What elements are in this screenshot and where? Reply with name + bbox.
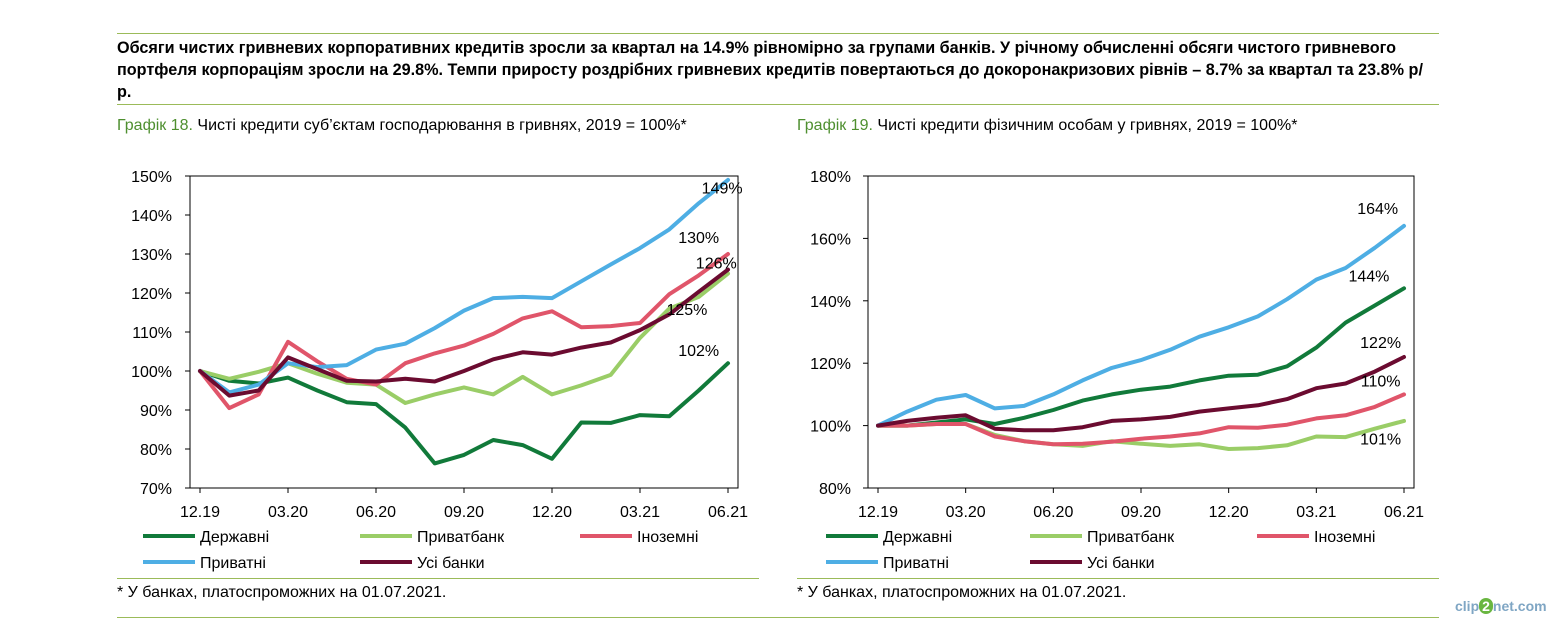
chart-18-title-text: Чисті кредити суб’єктам господарювання в… [192, 117, 687, 134]
series-line-Приватні [876, 223, 1406, 428]
chart-19-title-text: Чисті кредити фізичним особам у гривнях,… [872, 117, 1298, 134]
legend-label: Приватбанк [1087, 529, 1175, 546]
legend-label: Приватні [883, 555, 949, 572]
x-tick-label: 03.20 [268, 504, 308, 521]
y-tick-label: 140% [810, 294, 851, 311]
x-tick-label: 06.20 [356, 504, 396, 521]
chart-18-title-number: Графік 18. [117, 117, 193, 134]
x-tick-label: 03.20 [946, 504, 986, 521]
end-label: 110% [1361, 374, 1401, 391]
headline: Обсяги чистих гривневих корпоративних кр… [117, 39, 1423, 101]
legend-label: Іноземні [1314, 529, 1375, 546]
y-tick-label: 80% [140, 442, 172, 459]
watermark-logo: clip 2 net.com [1455, 598, 1547, 614]
y-tick-label: 150% [131, 169, 172, 186]
end-label: 102% [678, 343, 719, 360]
chart-19-title-number: Графік 19. [797, 117, 873, 134]
x-tick-label: 03.21 [1296, 504, 1336, 521]
legend-label: Приватбанк [417, 529, 505, 546]
end-label: 101% [1360, 431, 1401, 448]
end-label: 126% [696, 255, 737, 272]
x-tick-label: 06.20 [1033, 504, 1073, 521]
end-label: 122% [1360, 335, 1401, 352]
chart-18-title: Графік 18. Чисті кредити суб’єктам госпо… [117, 115, 737, 136]
watermark-post: net.com [1492, 598, 1547, 614]
y-tick-label: 100% [810, 419, 851, 436]
end-label: 130% [678, 230, 719, 247]
watermark-mid: 2 [1479, 598, 1493, 614]
x-tick-label: 12.19 [180, 504, 220, 521]
legend-label: Державні [200, 529, 269, 546]
y-tick-label: 80% [819, 481, 851, 498]
headline-rule [117, 104, 1439, 105]
x-tick-label: 06.21 [1384, 504, 1424, 521]
watermark-pre: clip [1455, 598, 1480, 614]
end-label: 164% [1357, 201, 1398, 218]
y-tick-label: 100% [131, 364, 172, 381]
y-tick-label: 160% [810, 231, 851, 248]
x-tick-label: 06.21 [708, 504, 748, 521]
bottom-rule [117, 617, 1439, 618]
series-line-Іноземні [198, 252, 730, 411]
y-tick-label: 120% [131, 286, 172, 303]
x-tick-label: 09.20 [444, 504, 484, 521]
series-line-Державні [876, 286, 1406, 428]
series-line-Іноземні [876, 392, 1406, 447]
y-tick-label: 140% [131, 208, 172, 225]
x-tick-label: 12.20 [532, 504, 572, 521]
y-tick-label: 130% [131, 247, 172, 264]
legend-label: Усі банки [417, 555, 485, 572]
chart-19-footnote: * У банках, платоспроможних на 01.07.202… [797, 584, 1127, 601]
legend-label: Державні [883, 529, 952, 546]
end-label: 125% [666, 302, 707, 319]
end-label: 149% [702, 181, 743, 198]
legend-label: Приватні [200, 555, 266, 572]
x-tick-label: 12.20 [1209, 504, 1249, 521]
y-tick-label: 120% [810, 356, 851, 373]
series-line-Усі банки [876, 355, 1406, 433]
series-line-Державні [198, 361, 730, 466]
x-tick-label: 12.19 [858, 504, 898, 521]
series-line-Усі банки [198, 267, 730, 398]
y-tick-label: 180% [810, 169, 851, 186]
legend-label: Усі банки [1087, 555, 1155, 572]
top-rule [117, 33, 1439, 34]
series-line-Приватні [198, 177, 730, 395]
y-tick-label: 70% [140, 481, 172, 498]
x-tick-label: 03.21 [620, 504, 660, 521]
end-label: 144% [1348, 268, 1389, 285]
chart-19-footnote-rule [797, 578, 1439, 579]
y-tick-label: 90% [140, 403, 172, 420]
legend-label: Іноземні [637, 529, 698, 546]
y-tick-label: 110% [132, 325, 172, 342]
chart-18-footnote-rule [117, 578, 759, 579]
chart-19-title: Графік 19. Чисті кредити фізичним особам… [797, 115, 1457, 136]
chart-18-footnote: * У банках, платоспроможних на 01.07.202… [117, 584, 447, 601]
x-tick-label: 09.20 [1121, 504, 1161, 521]
